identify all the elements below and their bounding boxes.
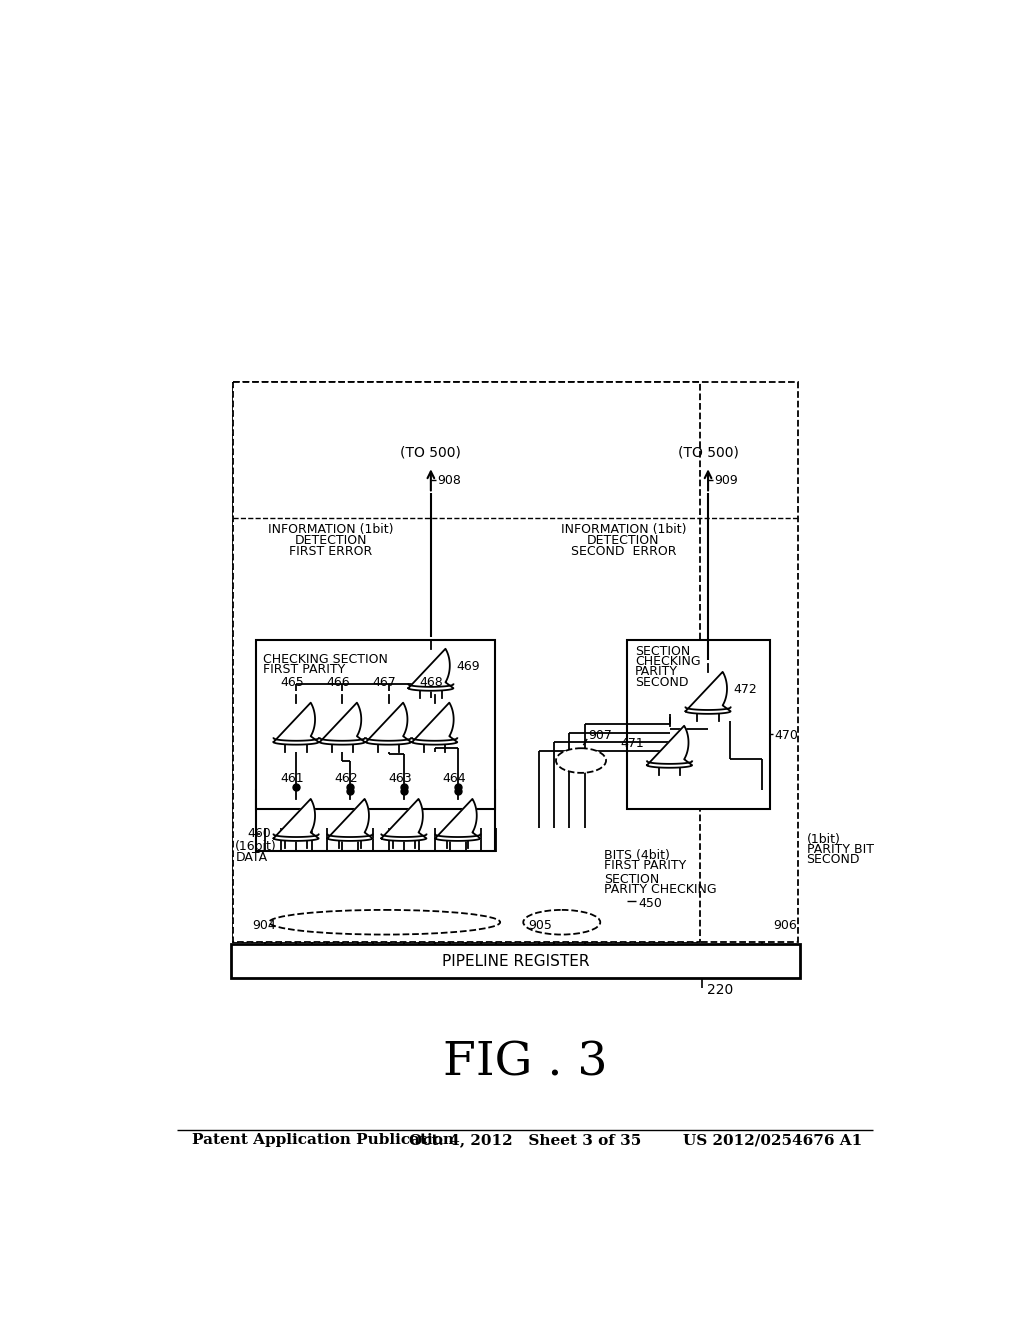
Text: 465: 465: [281, 676, 304, 689]
Bar: [256, 640, 495, 809]
Polygon shape: [273, 799, 318, 841]
Text: 461: 461: [281, 772, 304, 785]
Text: CHECKING SECTION: CHECKING SECTION: [263, 653, 388, 667]
Polygon shape: [319, 702, 365, 744]
Text: 908: 908: [437, 474, 461, 487]
Text: DATA: DATA: [236, 851, 267, 865]
Bar: [233, 381, 798, 942]
Text: 468: 468: [419, 676, 442, 689]
Polygon shape: [685, 672, 730, 714]
Text: INFORMATION (1bit): INFORMATION (1bit): [268, 523, 393, 536]
Text: 472: 472: [733, 684, 757, 696]
Text: (1bit): (1bit): [807, 833, 841, 846]
Bar: [628, 640, 770, 809]
Text: PARITY CHECKING: PARITY CHECKING: [604, 883, 717, 896]
Text: SECOND: SECOND: [807, 853, 860, 866]
Text: 450: 450: [639, 898, 663, 911]
Text: Oct. 4, 2012   Sheet 3 of 35: Oct. 4, 2012 Sheet 3 of 35: [409, 1133, 641, 1147]
Text: 906: 906: [773, 919, 798, 932]
Polygon shape: [328, 799, 373, 841]
Text: 462: 462: [335, 772, 358, 785]
Text: PARITY BIT: PARITY BIT: [807, 842, 873, 855]
Text: (16bit): (16bit): [236, 840, 278, 853]
Text: PIPELINE REGISTER: PIPELINE REGISTER: [441, 953, 589, 969]
Text: 469: 469: [457, 660, 480, 673]
Bar: [256, 789, 495, 851]
Text: (TO 500): (TO 500): [678, 446, 738, 459]
Text: BITS (4bit): BITS (4bit): [604, 849, 670, 862]
Ellipse shape: [269, 909, 500, 935]
Text: 460: 460: [248, 828, 271, 841]
Text: FIRST ERROR: FIRST ERROR: [289, 545, 373, 557]
Text: 904: 904: [252, 919, 276, 932]
Text: Patent Application Publication: Patent Application Publication: [193, 1133, 455, 1147]
Polygon shape: [409, 648, 454, 690]
Text: (TO 500): (TO 500): [400, 446, 461, 459]
Polygon shape: [435, 799, 480, 841]
Text: 905: 905: [528, 919, 552, 932]
Text: 466: 466: [327, 676, 350, 689]
Bar: [230, 944, 801, 978]
Text: DETECTION: DETECTION: [295, 533, 367, 546]
Ellipse shape: [523, 909, 600, 935]
Text: 909: 909: [714, 474, 738, 487]
Text: 907: 907: [589, 730, 612, 742]
Text: 470: 470: [774, 730, 798, 742]
Text: DETECTION: DETECTION: [587, 533, 659, 546]
Text: 467: 467: [373, 676, 396, 689]
Text: SECOND: SECOND: [635, 676, 688, 689]
Polygon shape: [647, 726, 692, 768]
Text: CHECKING: CHECKING: [635, 656, 700, 668]
Polygon shape: [273, 702, 318, 744]
Text: SECOND  ERROR: SECOND ERROR: [570, 545, 676, 557]
Text: 463: 463: [388, 772, 412, 785]
Text: 464: 464: [442, 772, 466, 785]
Text: US 2012/0254676 A1: US 2012/0254676 A1: [683, 1133, 862, 1147]
Polygon shape: [366, 702, 411, 744]
Text: FIRST PARITY: FIRST PARITY: [263, 663, 345, 676]
Text: 220: 220: [707, 983, 733, 997]
Text: 471: 471: [621, 737, 644, 750]
Polygon shape: [413, 702, 458, 744]
Text: FIRST PARITY: FIRST PARITY: [604, 859, 686, 871]
Text: SECTION: SECTION: [635, 645, 690, 659]
Text: INFORMATION (1bit): INFORMATION (1bit): [560, 523, 686, 536]
Ellipse shape: [556, 748, 606, 774]
Text: SECTION: SECTION: [604, 874, 659, 887]
Text: PARITY: PARITY: [635, 665, 678, 678]
Polygon shape: [381, 799, 426, 841]
Bar: [233, 381, 700, 942]
Text: FIG . 3: FIG . 3: [442, 1040, 607, 1086]
